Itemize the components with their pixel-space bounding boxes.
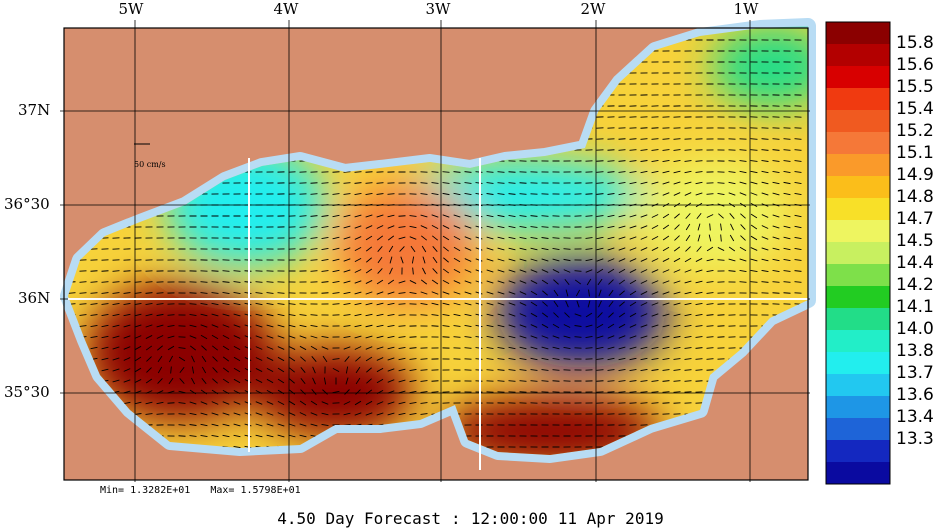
colorbar-label: 14.9: [896, 165, 934, 185]
colorbar-swatch: [826, 66, 890, 89]
colorbar-label: 13.4: [896, 407, 934, 427]
max-value: Max= 1.5798E+01: [210, 485, 301, 496]
colorbar-swatch: [826, 308, 890, 331]
colorbar-swatch: [826, 176, 890, 199]
colorbar: [826, 22, 890, 485]
colorbar-swatch: [826, 220, 890, 243]
colorbar-swatch: [826, 286, 890, 309]
temperature-feature: [85, 282, 276, 423]
colorbar-swatch: [826, 198, 890, 221]
colorbar-swatch: [826, 132, 890, 155]
lon-label-1w: 1W: [733, 0, 759, 18]
temperature-feature: [496, 257, 667, 368]
lat-label-37n: 37N: [18, 101, 51, 119]
forecast-lead: 4.50 Day Forecast: [277, 509, 442, 528]
colorbar-swatch: [826, 264, 890, 287]
map-frame: [63, 27, 809, 481]
forecast-separator: :: [451, 509, 461, 528]
lon-label-2w: 2W: [580, 0, 606, 18]
colorbar-label: 15.4: [896, 99, 934, 119]
colorbar-label: 14.8: [896, 187, 934, 207]
colorbar-label: 15.5: [896, 77, 934, 97]
colorbar-label: 14.1: [896, 297, 934, 317]
lat-label-35-30: 35°30: [4, 383, 50, 401]
colorbar-label: 14.5: [896, 231, 934, 251]
colorbar-swatch: [826, 88, 890, 111]
temperature-feature: [711, 27, 808, 108]
colorbar-swatch: [826, 462, 890, 485]
colorbar-label: 13.7: [896, 363, 934, 383]
colorbar-label: 14.7: [896, 209, 934, 229]
lon-label-5w: 5W: [118, 0, 144, 18]
lat-label-36-30: 36°30: [4, 195, 50, 213]
colorbar-swatch: [826, 242, 890, 265]
colorbar-swatch: [826, 374, 890, 397]
lon-label-4w: 4W: [273, 0, 299, 18]
reference-vector-label: 50 cm/s: [134, 160, 166, 169]
colorbar-swatch: [826, 352, 890, 375]
colorbar-swatch: [826, 44, 890, 67]
colorbar-frame: [825, 21, 891, 485]
min-value: Min= 1.3282E+01: [100, 485, 191, 496]
temperature-feature: [336, 184, 477, 305]
colorbar-swatch: [826, 330, 890, 353]
temperature-feature: [253, 346, 414, 437]
lat-label-36n: 36N: [18, 289, 51, 307]
section-lines: [68, 158, 808, 470]
colorbar-swatch: [826, 154, 890, 177]
colorbar-label: 13.8: [896, 341, 934, 361]
colorbar-swatch: [826, 396, 890, 419]
lon-label-3w: 3W: [425, 0, 451, 18]
colorbar-label: 14.4: [896, 253, 934, 273]
min-max-readout: Min= 1.3282E+01 Max= 1.5798E+01: [100, 485, 315, 496]
colorbar-label: 13.6: [896, 385, 934, 405]
colorbar-swatch: [826, 22, 890, 45]
colorbar-swatch: [826, 440, 890, 463]
colorbar-label: 15.2: [896, 121, 934, 141]
colorbar-label: 13.3: [896, 429, 934, 449]
colorbar-swatch: [826, 110, 890, 133]
colorbar-label: 15.8: [896, 33, 934, 53]
colorbar-label: 14.2: [896, 275, 934, 295]
forecast-time: 12:00:00: [470, 509, 548, 528]
colorbar-label: 14.0: [896, 319, 934, 339]
colorbar-swatch: [826, 418, 890, 441]
colorbar-label: 15.6: [896, 55, 934, 75]
forecast-caption: 4.50 Day Forecast:12:00:00 11 Apr 2019: [0, 509, 941, 528]
forecast-date: 11 Apr 2019: [557, 509, 664, 528]
colorbar-label: 15.1: [896, 143, 934, 163]
